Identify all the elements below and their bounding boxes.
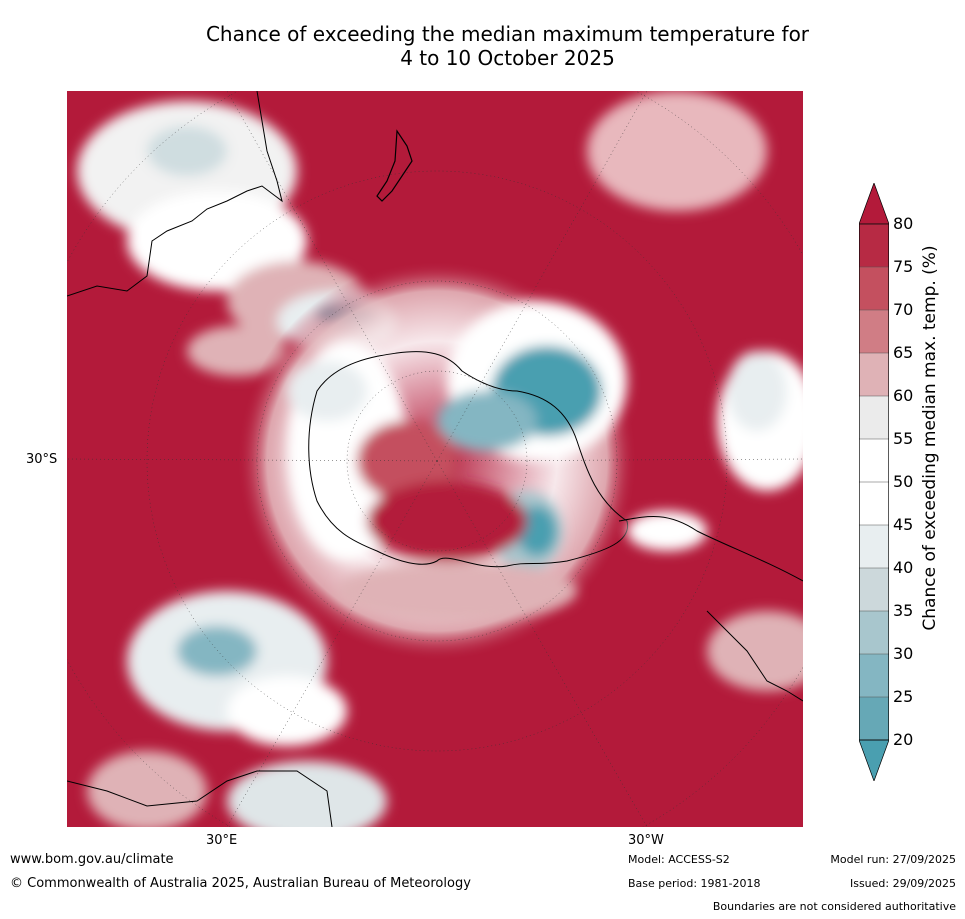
colorbar-band [859, 611, 889, 654]
colorbar-band [859, 439, 889, 482]
probability-map [67, 91, 803, 827]
colorbar-tick-label: 65 [893, 343, 914, 362]
colorbar-tick-label: 45 [893, 515, 914, 534]
colorbar-band [859, 353, 889, 396]
colorbar-band [859, 224, 889, 267]
colorbar-tick-label: 50 [893, 472, 914, 491]
footer-issued: Issued: 29/09/2025 [849, 877, 956, 890]
antarctica-outline [308, 351, 629, 568]
latitude-label-30s: 30°S [26, 452, 58, 467]
graticule [67, 91, 803, 827]
footer-model-run: Model run: 27/09/2025 [830, 853, 956, 866]
footer-website: www.bom.gov.au/climate [10, 852, 174, 867]
south-america-coastline-2 [706, 610, 803, 702]
footer-disclaimer: Boundaries are not considered authoritat… [712, 900, 956, 913]
colorbar-tick-label: 25 [893, 687, 914, 706]
colorbar-extend-bottom [859, 739, 889, 781]
colorbar-title: Chance of exceeding median max. temp. (%… [920, 245, 940, 631]
australia-coastline [67, 91, 283, 297]
region-southern-africa-anomaly [87, 591, 387, 827]
colorbar-outline [859, 223, 889, 741]
colorbar-tick-label: 20 [893, 730, 914, 749]
new-zealand-outline [376, 129, 413, 202]
colorbar-tick-label: 30 [893, 644, 914, 663]
colorbar-band [859, 654, 889, 697]
map-svg [67, 91, 803, 827]
colorbar-tick-label: 80 [893, 214, 914, 233]
longitude-label-30e: 30°E [206, 833, 238, 848]
colorbar-tick-label: 40 [893, 558, 914, 577]
longitude-label-30w: 30°W [628, 833, 664, 848]
colorbar-band [859, 396, 889, 439]
title-line-2: 4 to 10 October 2025 [400, 46, 615, 70]
colorbar-tick-label: 75 [893, 257, 914, 276]
colorbar-band [859, 697, 889, 740]
footer-base-period: Base period: 1981-2018 [628, 877, 761, 890]
footer-copyright: © Commonwealth of Australia 2025, Austra… [10, 876, 471, 891]
colorbar-tick-label: 35 [893, 601, 914, 620]
africa-coastline [67, 770, 333, 827]
footer-model: Model: ACCESS-S2 [628, 853, 730, 866]
region-antarctica-anomaly [287, 301, 627, 621]
colorbar-tick-label: 55 [893, 429, 914, 448]
colorbar-tick-label: 70 [893, 300, 914, 319]
colorbar-band [859, 482, 889, 525]
colorbar-band [859, 525, 889, 568]
colorbar-band [859, 568, 889, 611]
title-line-1: Chance of exceeding the median maximum t… [205, 22, 810, 46]
colorbar-tick-label: 60 [893, 386, 914, 405]
region-south-america-anomaly [587, 91, 803, 691]
colorbar-band [859, 267, 889, 310]
colorbar [859, 183, 889, 781]
south-america-coastline [618, 516, 803, 582]
colorbar-extend-top [859, 183, 889, 225]
chart-title: Chance of exceeding the median maximum t… [100, 22, 915, 70]
colorbar-band [859, 310, 889, 353]
